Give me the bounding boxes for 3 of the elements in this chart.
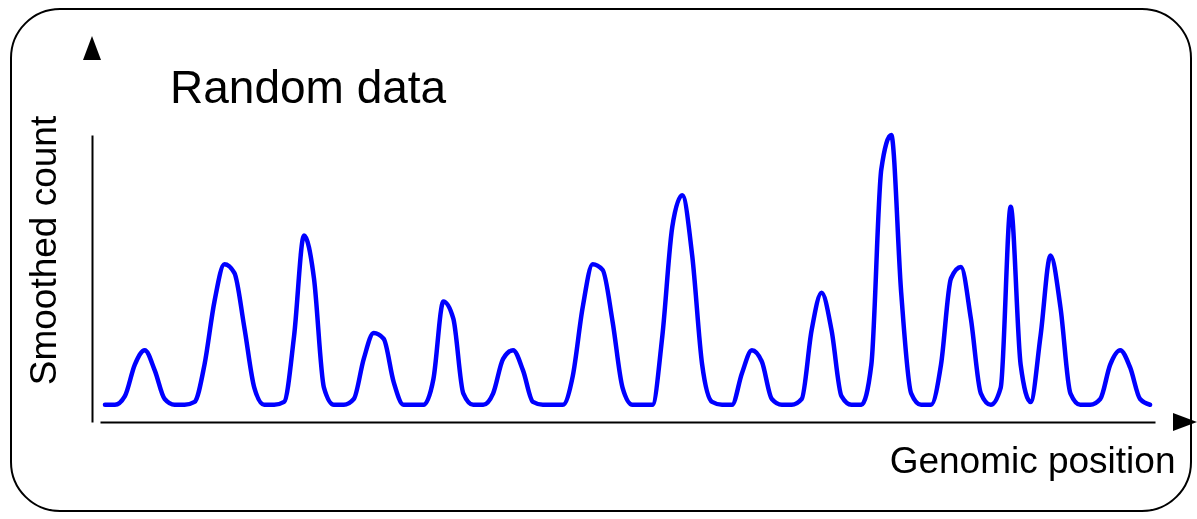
y-axis-title: Smoothed count [22, 115, 64, 386]
x-axis-title: Genomic position [889, 439, 1176, 481]
chart-title: Random data [170, 61, 447, 113]
